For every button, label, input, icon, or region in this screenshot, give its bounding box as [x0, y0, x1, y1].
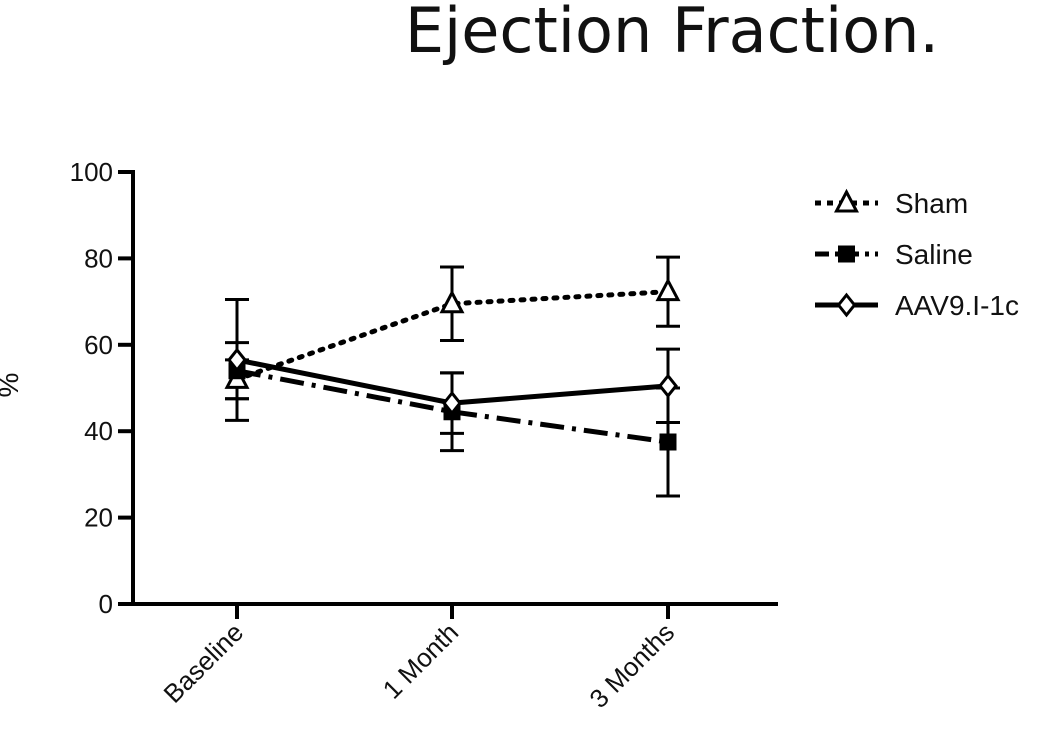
marker-diamond: [836, 292, 857, 318]
legend-item-aav9-i-1c: AAV9.I-1c: [815, 290, 1019, 321]
marker-square: [838, 245, 855, 263]
legend-item-sham: Sham: [815, 188, 968, 219]
x-ticks: Baseline 1 Month 3 Months: [158, 604, 680, 714]
marker-triangle: [439, 289, 465, 314]
y-axis-label: %: [0, 373, 24, 398]
legend-label: Saline: [895, 239, 973, 270]
marker-square: [659, 433, 677, 451]
marker-diamond: [658, 373, 678, 399]
y-tick-label: 20: [84, 503, 113, 533]
y-tick-label: 60: [84, 330, 113, 360]
series-aav9-i-1c: [227, 347, 678, 416]
legend-label: AAV9.I-1c: [895, 290, 1019, 321]
x-tick-label: 3 Months: [583, 617, 680, 714]
series-layer: [224, 255, 681, 498]
chart-title: Ejection Fraction.: [405, 0, 939, 67]
legend: Sham Saline AAV9.I-1c: [815, 188, 1019, 321]
x-tick-label: 1 Month: [377, 617, 465, 705]
legend-item-saline: Saline: [815, 239, 973, 270]
marker-triangle: [655, 277, 681, 302]
y-tick-label: 80: [84, 243, 113, 273]
marker-diamond: [227, 347, 247, 373]
series-line: [234, 289, 671, 382]
marker-diamond: [442, 390, 462, 416]
y-tick-label: 40: [84, 416, 113, 446]
y-tick-label: 100: [70, 157, 113, 187]
series-line: [236, 368, 669, 445]
marker-triangle: [834, 188, 859, 213]
y-ticks: 0 20 40 60 80 100: [70, 157, 133, 619]
y-tick-label: 0: [99, 589, 113, 619]
x-tick-label: Baseline: [158, 617, 250, 709]
legend-label: Sham: [895, 188, 968, 219]
